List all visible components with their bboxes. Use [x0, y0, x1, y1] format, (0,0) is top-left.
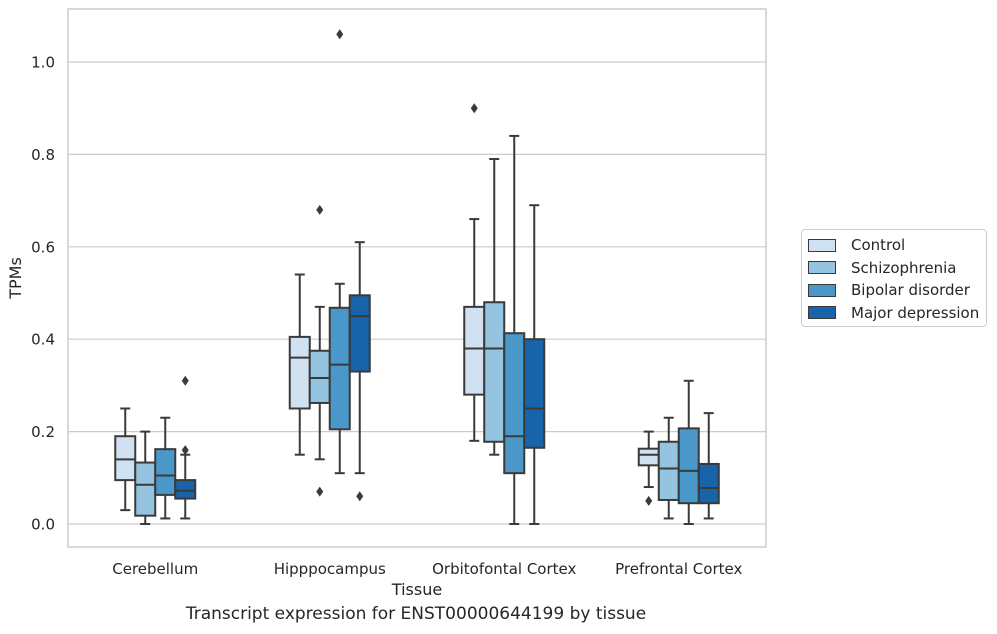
outlier-point: [181, 445, 189, 456]
iqr-box: [637, 447, 660, 467]
legend-swatch: [808, 261, 836, 275]
iqr-box: [154, 448, 177, 496]
legend-item: Control: [808, 234, 980, 257]
legend-item: Bipolar disorder: [808, 279, 980, 302]
outlier-point: [356, 491, 364, 502]
x-tick-label: Hipppocampus: [274, 560, 386, 578]
box-control: [114, 407, 137, 512]
y-tick-label: 1.0: [31, 54, 55, 72]
iqr-box: [288, 335, 311, 410]
box-major-depression: [174, 375, 197, 520]
legend-label: Bipolar disorder: [851, 281, 970, 300]
x-tick-label: Prefrontal Cortex: [615, 560, 742, 578]
box-bipolar-disorder: [503, 134, 526, 525]
y-tick-label: 0.0: [31, 516, 55, 534]
outlier-point: [316, 486, 324, 497]
box-control: [463, 103, 486, 442]
legend-item: Major depression: [808, 302, 980, 325]
box-major-depression: [348, 241, 371, 502]
chart-caption: Transcript expression for ENST0000064419…: [185, 604, 647, 624]
box-schizophrenia: [134, 430, 157, 525]
outlier-point: [181, 375, 189, 386]
x-axis-title: Tissue: [391, 580, 442, 599]
iqr-box: [114, 435, 137, 482]
iqr-box: [174, 479, 197, 500]
y-gridlines: [68, 61, 766, 525]
outlier-point: [470, 103, 478, 114]
iqr-box: [503, 332, 526, 475]
box-control: [637, 430, 660, 506]
iqr-box: [348, 294, 371, 373]
box-schizophrenia: [483, 158, 506, 456]
iqr-box: [523, 338, 546, 449]
outlier-point: [316, 204, 324, 215]
iqr-box: [328, 306, 351, 431]
legend-swatch: [808, 283, 836, 297]
iqr-box: [308, 349, 331, 404]
box-major-depression: [697, 412, 720, 520]
x-tick-label: Cerebellum: [112, 560, 198, 578]
iqr-box: [697, 462, 720, 505]
y-tick-label: 0.8: [31, 146, 55, 164]
legend: Control Schizophrenia Bipolar disorder Majo…: [801, 229, 987, 327]
legend-label: Major depression: [851, 303, 980, 322]
box-schizophrenia: [308, 204, 331, 497]
iqr-box: [134, 461, 157, 517]
legend-label: Schizophrenia: [851, 258, 957, 277]
iqr-box: [483, 301, 506, 443]
legend-swatch: [808, 306, 836, 320]
box-plot-series: [114, 29, 720, 525]
box-bipolar-disorder: [677, 379, 700, 525]
y-axis-title: TPMs: [6, 257, 25, 300]
plot-area-frame: [67, 8, 767, 548]
legend-label: Control: [851, 236, 906, 255]
legend-item: Schizophrenia: [808, 257, 980, 280]
box-schizophrenia: [657, 416, 680, 520]
outlier-point: [645, 495, 653, 506]
legend-swatch: [808, 238, 836, 252]
x-tick-labels: Cerebellum Hipppocampus Orbitofontal Corte…: [112, 560, 742, 578]
box-major-depression: [523, 204, 546, 525]
y-tick-label: 0.2: [31, 423, 55, 441]
y-tick-label: 0.4: [31, 331, 55, 349]
box-control: [288, 273, 311, 456]
iqr-box: [657, 440, 680, 501]
iqr-box: [677, 427, 700, 505]
y-tick-labels: 0.0 0.2 0.4 0.6 0.8 1.0: [31, 54, 55, 534]
box-bipolar-disorder: [328, 29, 351, 475]
iqr-box: [463, 305, 486, 396]
y-tick-label: 0.6: [31, 238, 55, 256]
outlier-point: [336, 29, 344, 40]
box-bipolar-disorder: [154, 416, 177, 520]
x-tick-label: Orbitofontal Cortex: [432, 560, 576, 578]
